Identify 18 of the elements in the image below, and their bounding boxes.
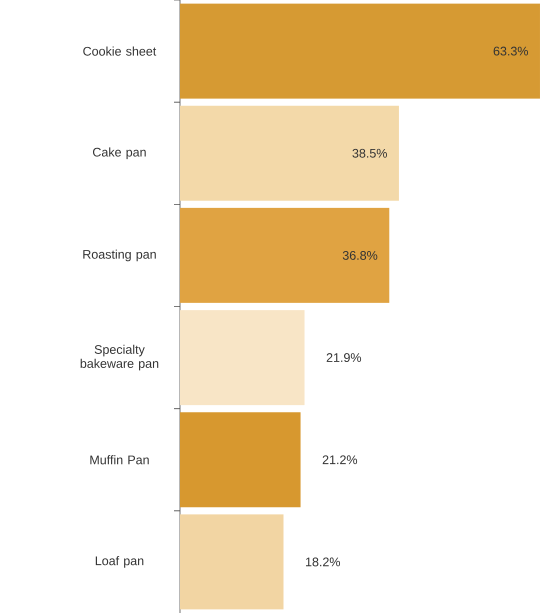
- y-tick-label: Cookie sheet: [83, 46, 156, 56]
- bar: [180, 310, 305, 406]
- data-label: 21.9%: [326, 353, 362, 362]
- data-label: 18.2%: [306, 558, 340, 566]
- y-tick-label: Loaf pan: [96, 556, 144, 568]
- bar: [180, 412, 301, 508]
- data-label: 63.3%: [494, 46, 528, 56]
- bar: [180, 106, 399, 201]
- y-tick-label: Roasting pan: [83, 250, 156, 262]
- bar: [180, 208, 390, 303]
- bar: [180, 514, 284, 610]
- data-label: 36.8%: [342, 251, 378, 260]
- data-label: 38.5%: [352, 148, 387, 158]
- y-tick-label: Specialty bakeware pan: [80, 344, 158, 370]
- data-label: 21.2%: [322, 455, 358, 464]
- bar: [180, 4, 540, 99]
- y-tick-label: Muffin Pan: [90, 455, 149, 464]
- y-tick-label: Cake pan: [92, 147, 146, 160]
